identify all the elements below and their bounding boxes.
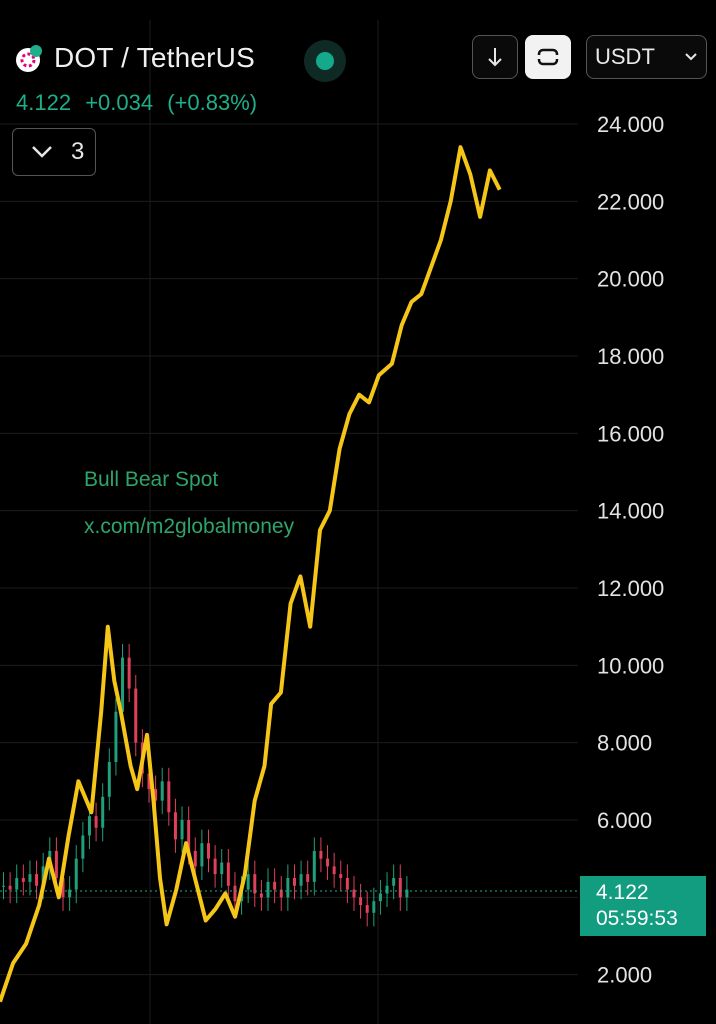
y-tick-label: 2.000 [597,963,652,988]
candle-body [21,878,25,882]
y-tick-label: 20.000 [597,267,664,292]
overlay-line-series [0,145,502,1003]
y-tick-label: 24.000 [597,112,664,137]
y-axis: 24.000 22.000 20.000 18.000 16.000 14.000 12.0… [597,112,664,988]
candle-body [385,885,389,894]
candle-body [253,874,257,894]
candle-body [68,889,72,898]
last-price: 4.122 [16,90,72,115]
candle-body [101,796,105,828]
candle-body [319,850,323,859]
candle-body [220,862,224,875]
candle-body [147,773,151,790]
candle-body [74,858,78,890]
candle-body [167,781,171,813]
candle-body [312,850,316,882]
candle-body [81,835,85,859]
indicators-toggle[interactable]: 3 [12,128,96,176]
candle-body [134,688,138,743]
candle-body [160,781,164,801]
candle-body [345,878,349,890]
candle-body [2,885,5,887]
candle-body [28,874,32,882]
indicator-count: 3 [71,138,85,165]
price-summary: 4.122 +0.034 (+0.83%) [16,90,265,116]
candle-body [127,657,131,689]
download-button[interactable] [472,35,518,79]
watermark-title: Bull Bear Spot [84,468,219,491]
swap-icon [536,48,560,66]
candle-body [15,878,19,890]
candle-body [332,866,336,875]
symbol-header[interactable]: DOT / TetherUS [14,42,255,74]
candle-body [359,897,363,906]
candle-body [121,657,125,712]
y-tick-label: 16.000 [597,421,664,446]
candle-body [405,889,409,898]
y-tick-label: 22.000 [597,189,664,214]
candle-body [306,874,310,882]
y-tick-label: 8.000 [597,731,652,756]
currency-select[interactable]: USDT [586,35,707,79]
arrow-down-icon [488,48,502,67]
swap-button[interactable] [525,35,571,79]
y-tick-label: 18.000 [597,344,664,369]
candle-body [292,878,296,886]
candle-body [233,885,237,902]
candle-body [398,878,402,898]
candle-body [339,874,343,878]
y-tick-label: 10.000 [597,653,664,678]
candle-body [286,878,290,898]
candle-body [226,862,230,886]
candle-body [107,762,111,797]
candle-body [61,878,65,898]
candle-body [266,881,270,898]
y-tick-label: 6.000 [597,808,652,833]
chevron-down-icon [32,146,52,158]
candle-body [87,816,91,836]
candle-body [326,858,330,867]
candlestick-series [2,644,409,927]
candle-body [372,901,376,913]
currency-label: USDT [595,44,655,69]
candle-body [299,874,303,886]
y-tick-label: 14.000 [597,499,664,524]
tag-countdown: 05:59:53 [596,907,678,930]
candle-body [392,878,396,886]
tag-price: 4.122 [596,881,649,904]
candle-body [35,874,39,886]
price-change: +0.034 [85,90,154,115]
candle-body [193,850,197,867]
polkadot-logo-icon [14,43,44,73]
candle-body [378,893,382,902]
candle-body [352,889,356,898]
candle-body [200,843,204,867]
chevron-down-icon [685,53,697,61]
candle-body [180,820,184,840]
current-price-tag: 4.122 05:59:53 [580,876,706,936]
candle-body [213,858,217,875]
candle-body [365,905,369,913]
candle-body [273,881,277,890]
candle-body [94,816,98,828]
candle-body [187,820,191,851]
candle-body [154,789,158,801]
candle-body [207,843,210,859]
candle-body [41,866,45,886]
candle-body [259,893,263,898]
candle-body [279,889,283,898]
y-tick-label: 12.000 [597,576,664,601]
price-change-percent: (+0.83%) [167,90,258,115]
candle-body [246,874,250,890]
chart-grid [0,20,578,1024]
watermark-url: x.com/m2globalmoney [84,515,295,538]
candle-body [173,812,177,840]
candle-body [54,850,58,878]
live-status-icon [304,40,346,82]
candle-body [114,711,118,762]
candle-body [8,885,12,890]
symbol-title[interactable]: DOT / TetherUS [54,42,255,73]
